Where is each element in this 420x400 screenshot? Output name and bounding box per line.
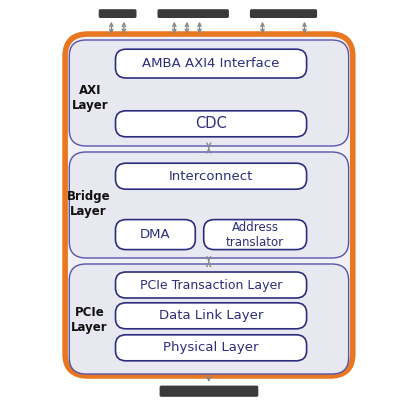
FancyBboxPatch shape <box>116 220 195 250</box>
Text: CDC: CDC <box>195 116 227 131</box>
Text: Bridge
Layer: Bridge Layer <box>66 190 110 218</box>
FancyBboxPatch shape <box>158 9 229 18</box>
FancyBboxPatch shape <box>116 49 307 78</box>
Text: DMA: DMA <box>140 228 171 241</box>
FancyBboxPatch shape <box>116 335 307 361</box>
FancyBboxPatch shape <box>69 264 349 374</box>
FancyBboxPatch shape <box>116 163 307 189</box>
FancyBboxPatch shape <box>116 111 307 137</box>
Text: Address
translator: Address translator <box>226 221 284 249</box>
Text: AMBA AXI4 Interface: AMBA AXI4 Interface <box>142 57 280 70</box>
Text: PCIe
Layer: PCIe Layer <box>71 306 108 334</box>
FancyBboxPatch shape <box>116 303 307 329</box>
FancyBboxPatch shape <box>69 152 349 258</box>
FancyBboxPatch shape <box>204 220 307 250</box>
FancyBboxPatch shape <box>250 9 317 18</box>
Text: Data Link Layer: Data Link Layer <box>159 309 263 322</box>
FancyBboxPatch shape <box>65 34 353 376</box>
Text: Interconnect: Interconnect <box>169 170 253 183</box>
FancyBboxPatch shape <box>160 386 258 397</box>
FancyBboxPatch shape <box>116 272 307 298</box>
FancyBboxPatch shape <box>69 40 349 146</box>
Text: Physical Layer: Physical Layer <box>163 341 259 354</box>
Text: PCIe Transaction Layer: PCIe Transaction Layer <box>140 278 282 292</box>
FancyBboxPatch shape <box>99 9 136 18</box>
Text: AXI
Layer: AXI Layer <box>72 84 109 112</box>
